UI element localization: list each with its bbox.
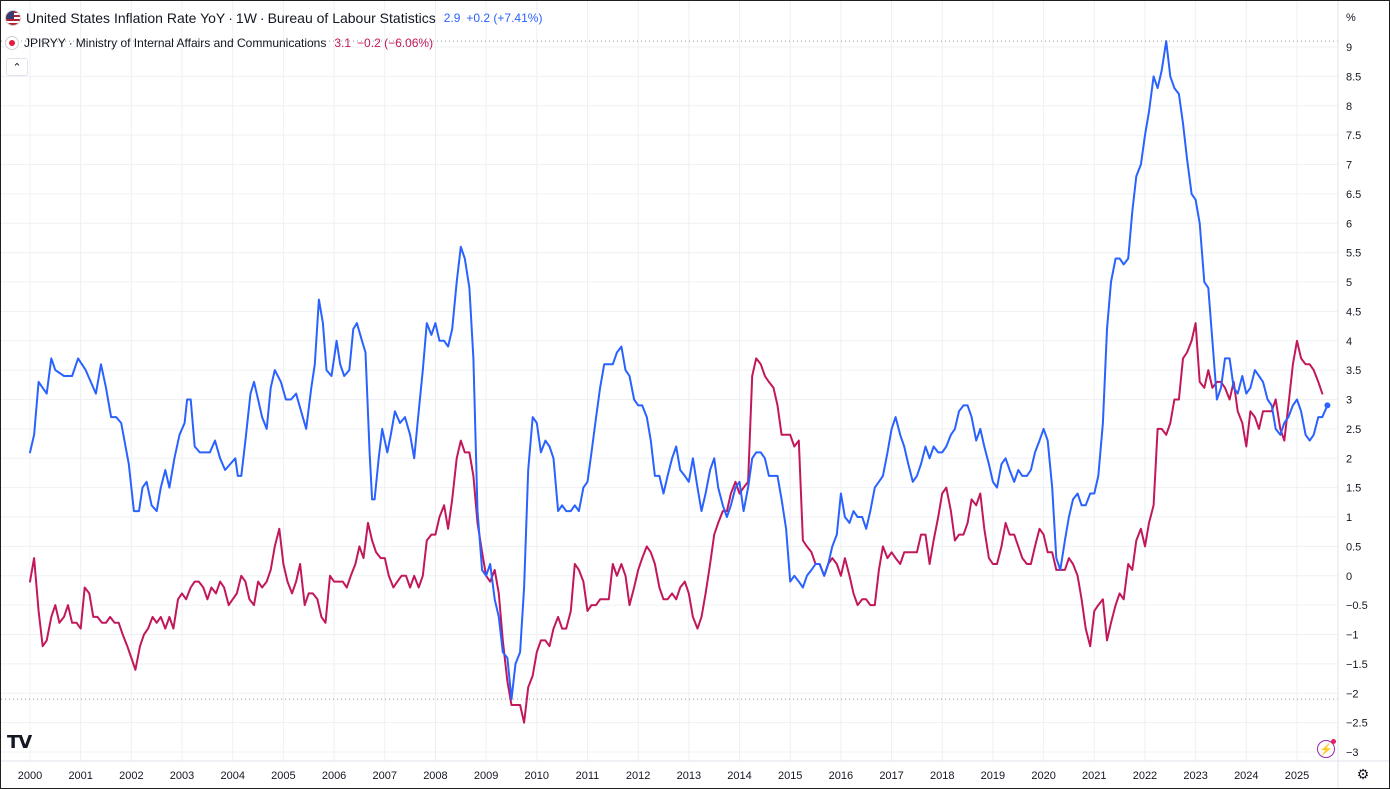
us-flag-icon <box>5 10 21 26</box>
x-tick-label: 2003 <box>170 770 194 782</box>
y-tick-label: −1.5 <box>1346 659 1368 671</box>
x-tick-label: 2007 <box>373 770 397 782</box>
y-tick-label: 0.5 <box>1346 541 1361 553</box>
legend-us-source: Bureau of Labour Statistics <box>267 10 436 26</box>
legend-separator: · <box>259 10 265 26</box>
y-tick-label: 3.5 <box>1346 365 1361 377</box>
us-inflation-line <box>29 40 1329 701</box>
y-tick-label: −2.5 <box>1346 718 1368 730</box>
legend-us-interval: 1W <box>235 10 257 26</box>
y-tick-label: 5 <box>1346 277 1352 289</box>
jp-inflation-line <box>29 322 1324 724</box>
x-tick-label: 2021 <box>1082 770 1106 782</box>
x-tick-label: 2017 <box>879 770 903 782</box>
us-last-value-dot <box>1324 402 1331 409</box>
y-tick-label: −3 <box>1346 747 1359 759</box>
chevron-up-icon: ⌃ <box>12 61 22 74</box>
x-tick-label: 2014 <box>727 770 751 782</box>
notification-dot <box>1331 739 1336 744</box>
x-tick-label: 2001 <box>68 770 92 782</box>
legend-jp-value: 3.1 <box>334 36 352 50</box>
x-tick-label: 2013 <box>677 770 701 782</box>
y-tick-label: 2.5 <box>1346 424 1361 436</box>
x-tick-label: 2005 <box>271 770 295 782</box>
lightning-icon[interactable]: ⚡ <box>1317 740 1335 758</box>
y-tick-label: 6.5 <box>1346 189 1361 201</box>
legend-us[interactable]: United States Inflation Rate YoY · 1W · … <box>5 9 542 27</box>
x-tick-label: 2006 <box>322 770 346 782</box>
legend-us-value: 2.9 <box>443 11 461 25</box>
legend-us-change: +0.2 (+7.41%) <box>466 11 543 25</box>
x-tick-label: 2004 <box>220 770 244 782</box>
y-tick-label: 8 <box>1346 101 1352 113</box>
x-tick-label: 2020 <box>1031 770 1055 782</box>
y-tick-label: 2 <box>1346 453 1352 465</box>
legend-separator: · <box>228 10 233 26</box>
legend-jp-change: −0.2 (−6.06%) <box>357 36 434 50</box>
y-tick-label: 1.5 <box>1346 483 1361 495</box>
legend-jp-source: Ministry of Internal Affairs and Communi… <box>75 36 327 50</box>
legend-jp[interactable]: JPIRYY · Ministry of Internal Affairs an… <box>5 34 433 52</box>
x-tick-label: 2022 <box>1133 770 1157 782</box>
x-tick-label: 2000 <box>18 770 42 782</box>
x-tick-label: 2018 <box>930 770 954 782</box>
y-tick-label: 0 <box>1346 571 1352 583</box>
legend-collapse-button[interactable]: ⌃ <box>6 58 28 76</box>
y-tick-label: −0.5 <box>1346 600 1368 612</box>
x-tick-label: 2011 <box>576 770 600 782</box>
gear-icon[interactable]: ⚙ <box>1356 766 1370 782</box>
y-tick-label: 7.5 <box>1346 130 1361 142</box>
y-tick-label: 6 <box>1346 218 1352 230</box>
y-tick-label: 7 <box>1346 160 1352 172</box>
y-tick-label: 4.5 <box>1346 306 1361 318</box>
legend-jp-title: JPIRYY <box>24 36 66 50</box>
x-tick-label: 2023 <box>1183 770 1207 782</box>
y-tick-label: 5.5 <box>1346 248 1361 260</box>
tradingview-logo-icon[interactable]: TV <box>7 732 32 753</box>
y-tick-label: 3 <box>1346 395 1352 407</box>
y-tick-label: −1 <box>1346 630 1359 642</box>
x-tick-label: 2015 <box>778 770 802 782</box>
x-tick-label: 2009 <box>474 770 498 782</box>
series-dot-icon <box>5 36 19 50</box>
x-tick-label: 2016 <box>829 770 853 782</box>
legend-us-title: United States Inflation Rate YoY <box>26 10 226 26</box>
legend-separator: · <box>68 36 73 50</box>
y-tick-label: 8.5 <box>1346 71 1361 83</box>
y-tick-label: −2 <box>1346 688 1359 700</box>
x-tick-label: 2019 <box>981 770 1005 782</box>
x-tick-label: 2010 <box>525 770 549 782</box>
y-axis-unit-label: % <box>1346 12 1356 24</box>
y-tick-label: 1 <box>1346 512 1352 524</box>
x-tick-label: 2002 <box>119 770 143 782</box>
y-tick-label: 9 <box>1346 42 1352 54</box>
y-tick-label: 4 <box>1346 336 1352 348</box>
x-tick-label: 2008 <box>423 770 447 782</box>
x-tick-label: 2025 <box>1285 770 1309 782</box>
x-tick-label: 2024 <box>1234 770 1258 782</box>
x-tick-label: 2012 <box>626 770 650 782</box>
